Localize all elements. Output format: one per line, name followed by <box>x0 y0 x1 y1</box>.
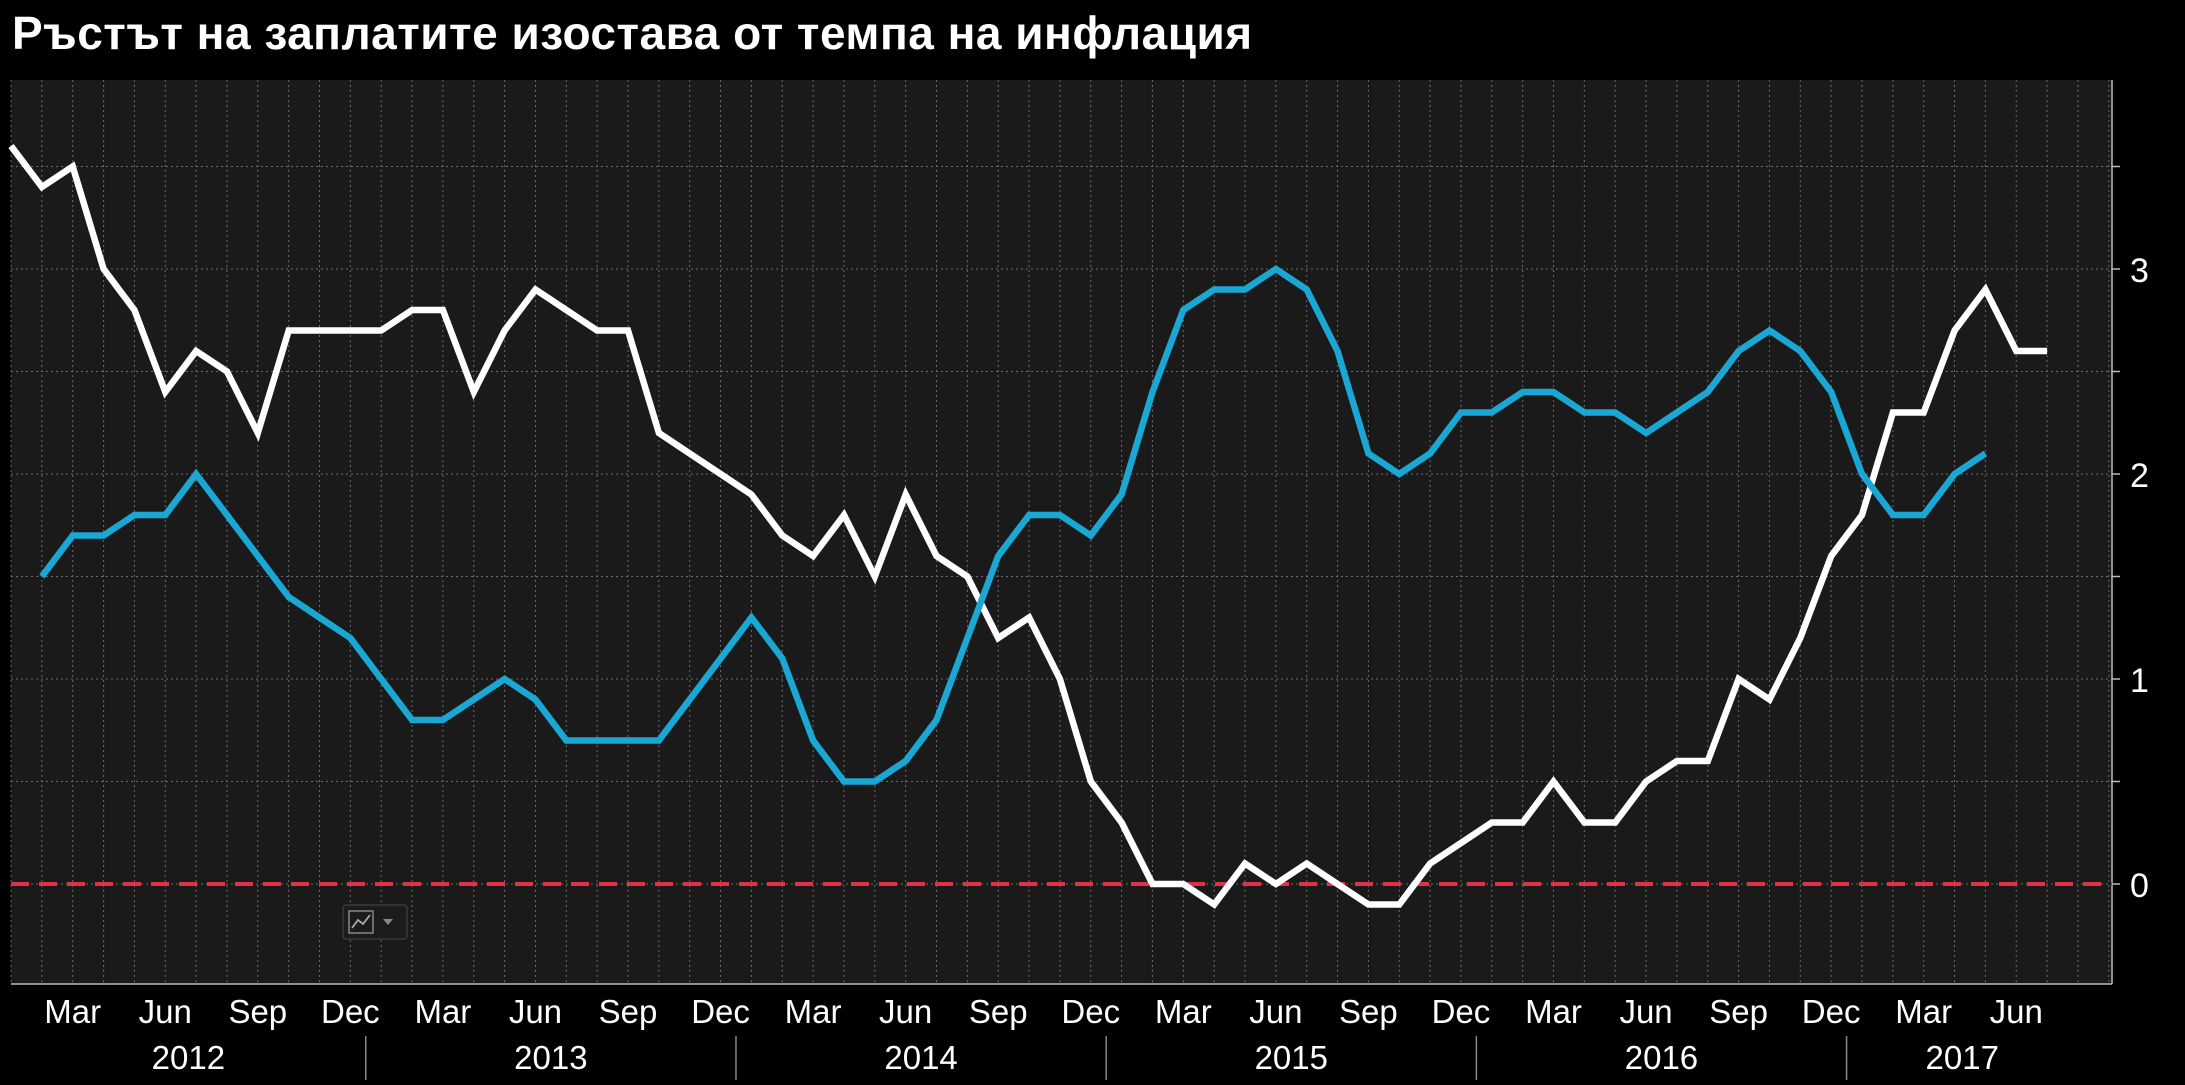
x-tick-label-year: 2013 <box>514 1039 587 1076</box>
chart-title: Ръстът на заплатите изостава от темпа на… <box>12 7 1253 59</box>
x-tick-label-month: Jun <box>1249 993 1302 1030</box>
x-tick-label-year: 2015 <box>1255 1039 1328 1076</box>
line-chart: 0 1 2 3 Mar Jun Sep Dec Mar Jun Sep Dec Mar Jun Sep De… <box>0 80 2185 1080</box>
x-tick-label-month: Jun <box>879 993 932 1030</box>
x-tick-label-month: Sep <box>1339 993 1398 1030</box>
x-tick-label-month: Mar <box>414 993 471 1030</box>
inflation-series-line <box>39 265 1988 785</box>
series-group <box>8 144 2112 909</box>
title-bar: Ръстът на заплатите изостава от темпа на… <box>0 0 2185 68</box>
x-tick-label-month: Sep <box>599 993 658 1030</box>
x-tick-label-month: Mar <box>785 993 842 1030</box>
x-tick-label-month: Dec <box>691 993 750 1030</box>
x-tick-label-month: Mar <box>44 993 101 1030</box>
x-tick-label-month: Sep <box>228 993 287 1030</box>
x-tick-label-year: 2016 <box>1625 1039 1698 1076</box>
x-tick-label-month: Jun <box>139 993 192 1030</box>
x-tick-label-month: Mar <box>1155 993 1212 1030</box>
plot-background <box>11 80 2112 984</box>
y-tick-label: 2 <box>2130 457 2149 495</box>
x-tick-label-year: 2012 <box>152 1039 225 1076</box>
y-tick-label: 1 <box>2130 662 2149 700</box>
x-tick-label-month: Jun <box>1619 993 1672 1030</box>
x-tick-label-month: Sep <box>1709 993 1768 1030</box>
chart-type-icon[interactable] <box>342 904 408 940</box>
x-tick-label-month: Sep <box>969 993 1028 1030</box>
x-tick-label-month: Jun <box>1990 993 2043 1030</box>
x-tick-label-year: 2014 <box>884 1039 957 1076</box>
x-axis-background <box>0 984 2185 1080</box>
x-axis: Mar Jun Sep Dec Mar Jun Sep Dec Mar Jun Sep Dec Mar J… <box>0 983 2185 1080</box>
x-tick-label-year: 2017 <box>1926 1039 1999 1076</box>
wages-series-line <box>8 144 2048 909</box>
x-tick-label-month: Dec <box>1802 993 1861 1030</box>
y-tick-label: 0 <box>2130 867 2149 905</box>
x-tick-label-month: Dec <box>1061 993 1120 1030</box>
x-tick-label-month: Jun <box>509 993 562 1030</box>
y-axis: 0 1 2 3 <box>2111 80 2149 984</box>
y-tick-label: 3 <box>2130 252 2149 290</box>
chart-area: 0 1 2 3 Mar Jun Sep Dec Mar Jun Sep Dec Mar Jun Sep De… <box>0 72 2185 1080</box>
x-tick-label-month: Dec <box>321 993 380 1030</box>
x-tick-label-month: Dec <box>1432 993 1491 1030</box>
x-tick-label-month: Mar <box>1895 993 1952 1030</box>
x-tick-label-month: Mar <box>1525 993 1582 1030</box>
